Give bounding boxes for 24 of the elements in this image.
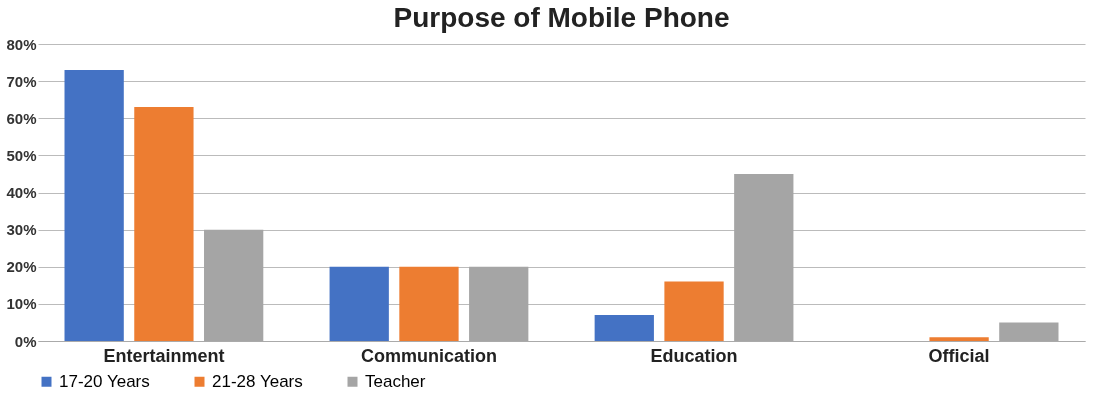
bar	[929, 337, 989, 341]
y-tick-label: 70%	[6, 72, 37, 90]
legend-label: 17-20 Years	[59, 371, 150, 391]
y-tick-label: 60%	[6, 109, 37, 127]
y-tick-label: 10%	[6, 295, 37, 313]
chart-title: Purpose of Mobile Phone	[393, 2, 730, 33]
bar	[329, 266, 389, 341]
legend-label: Teacher	[365, 371, 426, 391]
legend-label: 21-28 Years	[212, 371, 303, 391]
bar	[134, 107, 194, 341]
bar	[64, 69, 124, 341]
bar	[664, 281, 724, 341]
x-tick-label: Entertainment	[103, 345, 225, 366]
y-tick-label: 50%	[6, 146, 37, 164]
y-tick-label: 20%	[6, 258, 37, 276]
x-tick-label: Communication	[360, 345, 497, 366]
y-tick-label: 0%	[14, 332, 37, 350]
x-tick-label: Official	[928, 345, 990, 366]
y-tick-label: 40%	[6, 184, 37, 201]
y-tick-label: 80%	[6, 35, 37, 53]
x-tick-label: Education	[650, 345, 738, 366]
y-tick-label: 30%	[6, 221, 37, 239]
bar	[594, 315, 654, 341]
bar	[399, 266, 459, 341]
